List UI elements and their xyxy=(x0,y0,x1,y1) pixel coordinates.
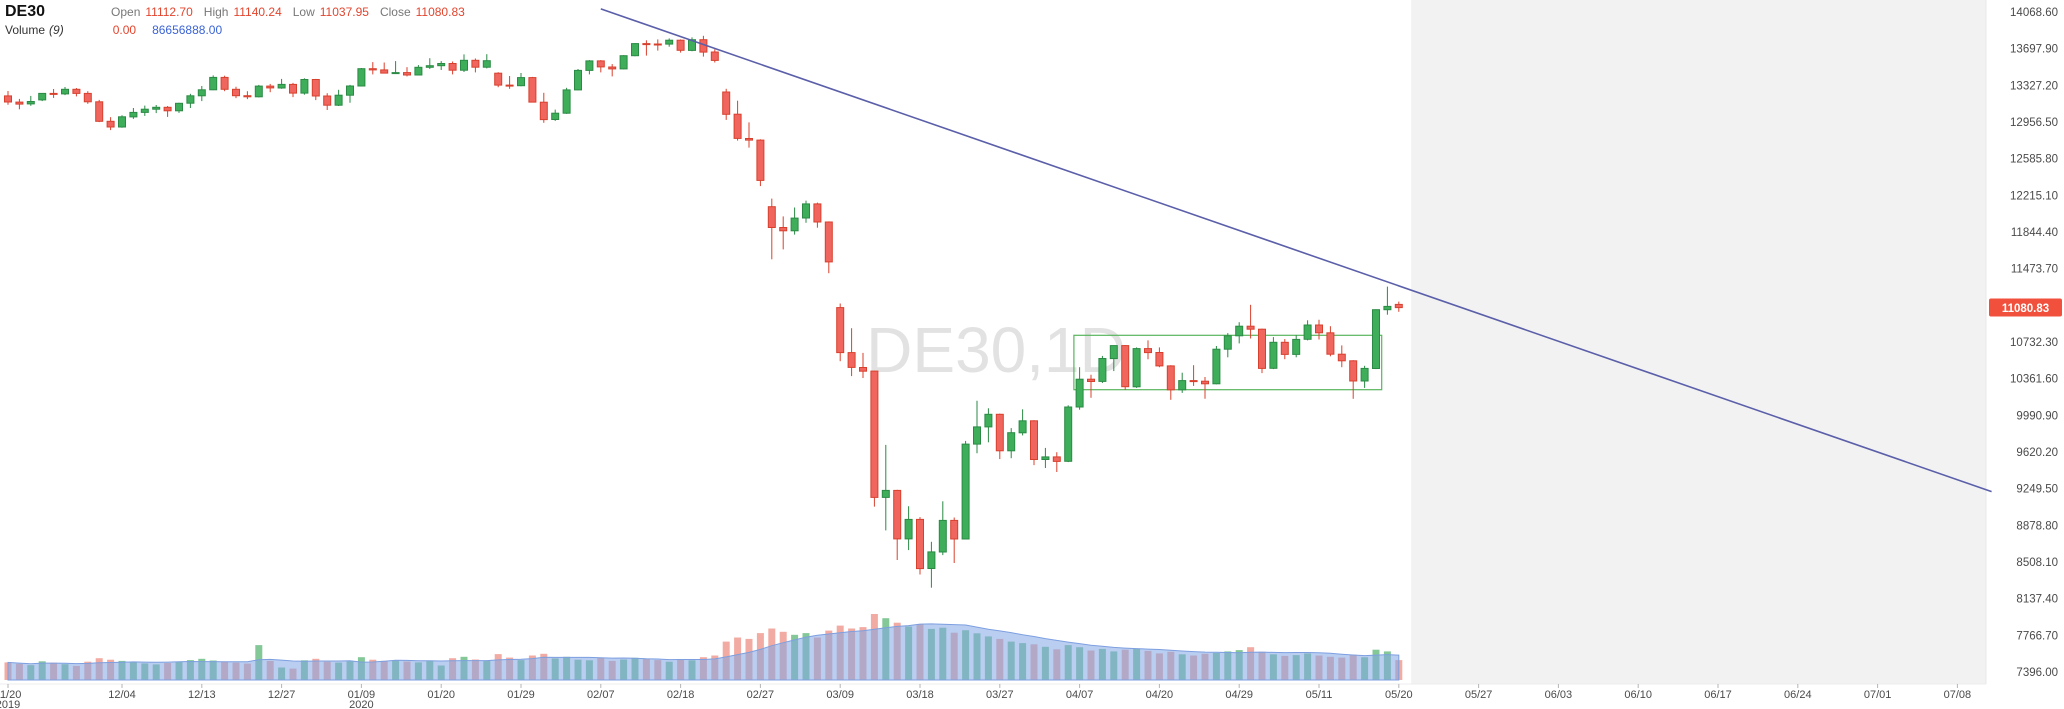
svg-text:02/18: 02/18 xyxy=(667,689,695,701)
svg-text:8878.80: 8878.80 xyxy=(2016,520,2058,532)
svg-text:06/03: 06/03 xyxy=(1545,689,1573,701)
svg-text:14068.60: 14068.60 xyxy=(2010,7,2058,19)
svg-text:8137.40: 8137.40 xyxy=(2016,594,2058,606)
svg-text:9249.50: 9249.50 xyxy=(2016,484,2058,496)
svg-text:12215.10: 12215.10 xyxy=(2010,190,2058,202)
svg-text:02/27: 02/27 xyxy=(747,689,775,701)
svg-text:01/09: 01/09 xyxy=(348,689,376,701)
svg-text:7396.00: 7396.00 xyxy=(2016,667,2058,679)
svg-text:11473.70: 11473.70 xyxy=(2011,264,2058,276)
ohlc-row: DE30 Open 11112.70 High 11140.24 Low 110… xyxy=(5,4,465,20)
svg-text:7766.70: 7766.70 xyxy=(2016,630,2058,642)
svg-text:12/27: 12/27 xyxy=(268,689,296,701)
close-label: Close xyxy=(379,5,411,19)
svg-text:10361.60: 10361.60 xyxy=(2010,374,2058,386)
svg-text:9620.20: 9620.20 xyxy=(2016,447,2058,459)
svg-text:07/08: 07/08 xyxy=(1944,689,1972,701)
svg-text:13327.20: 13327.20 xyxy=(2010,80,2058,92)
svg-text:04/07: 04/07 xyxy=(1066,689,1094,701)
svg-text:12585.80: 12585.80 xyxy=(2010,154,2058,166)
svg-text:11/20: 11/20 xyxy=(0,689,21,701)
high-label: High xyxy=(203,5,229,19)
svg-text:02/07: 02/07 xyxy=(587,689,615,701)
volume-value-current: 0.00 xyxy=(112,23,137,37)
svg-text:06/24: 06/24 xyxy=(1784,689,1812,701)
high-value: 11140.24 xyxy=(233,5,282,19)
volume-ma-area xyxy=(7,623,1400,681)
svg-text:06/17: 06/17 xyxy=(1704,689,1732,701)
instrument-header: DE30 Open 11112.70 High 11140.24 Low 110… xyxy=(5,4,465,38)
svg-text:03/27: 03/27 xyxy=(986,689,1014,701)
chart-watermark: DE30,1D xyxy=(866,314,1126,386)
close-value: 11080.83 xyxy=(415,5,465,19)
volume-row: Volume (9) 0.00 86656888.00 xyxy=(5,22,465,38)
low-value: 11037.95 xyxy=(319,5,369,19)
future-area xyxy=(1411,0,1986,684)
svg-text:2019: 2019 xyxy=(0,699,20,709)
trendline[interactable] xyxy=(600,8,1992,493)
svg-text:05/20: 05/20 xyxy=(1385,689,1413,701)
svg-text:07/01: 07/01 xyxy=(1864,689,1892,701)
open-label: Open xyxy=(111,5,141,19)
svg-text:01/29: 01/29 xyxy=(507,689,535,701)
y-axis[interactable]: 14068.60 13697.90 13327.20 12956.50 12585.80… xyxy=(2010,7,2058,679)
svg-text:05/27: 05/27 xyxy=(1465,689,1493,701)
svg-text:04/20: 04/20 xyxy=(1146,689,1174,701)
candles[interactable] xyxy=(4,35,1403,588)
svg-text:12/04: 12/04 xyxy=(108,689,136,701)
svg-text:12956.50: 12956.50 xyxy=(2010,117,2058,129)
svg-text:11080.83: 11080.83 xyxy=(2002,303,2049,315)
volume-indicator-param: (9) xyxy=(49,23,64,37)
svg-text:2020: 2020 xyxy=(349,699,373,709)
svg-text:12/13: 12/13 xyxy=(188,689,216,701)
svg-text:11844.40: 11844.40 xyxy=(2011,227,2058,239)
svg-text:03/09: 03/09 xyxy=(826,689,854,701)
svg-text:13697.90: 13697.90 xyxy=(2010,44,2058,56)
svg-text:04/29: 04/29 xyxy=(1225,689,1253,701)
svg-text:01/20: 01/20 xyxy=(427,689,455,701)
volume-ma-value: 86656888.00 xyxy=(152,23,223,37)
open-value: 11112.70 xyxy=(145,5,193,19)
volume-indicator-label[interactable]: Volume xyxy=(5,23,46,37)
symbol-name[interactable]: DE30 xyxy=(5,3,46,20)
svg-text:8508.10: 8508.10 xyxy=(2016,557,2058,569)
current-price-tag: 11080.83 xyxy=(1989,298,2062,317)
svg-text:06/10: 06/10 xyxy=(1624,689,1652,701)
svg-text:9990.90: 9990.90 xyxy=(2016,410,2058,422)
svg-text:03/18: 03/18 xyxy=(906,689,934,701)
low-label: Low xyxy=(292,5,315,19)
svg-text:05/11: 05/11 xyxy=(1306,689,1333,701)
svg-text:10732.30: 10732.30 xyxy=(2010,337,2058,349)
